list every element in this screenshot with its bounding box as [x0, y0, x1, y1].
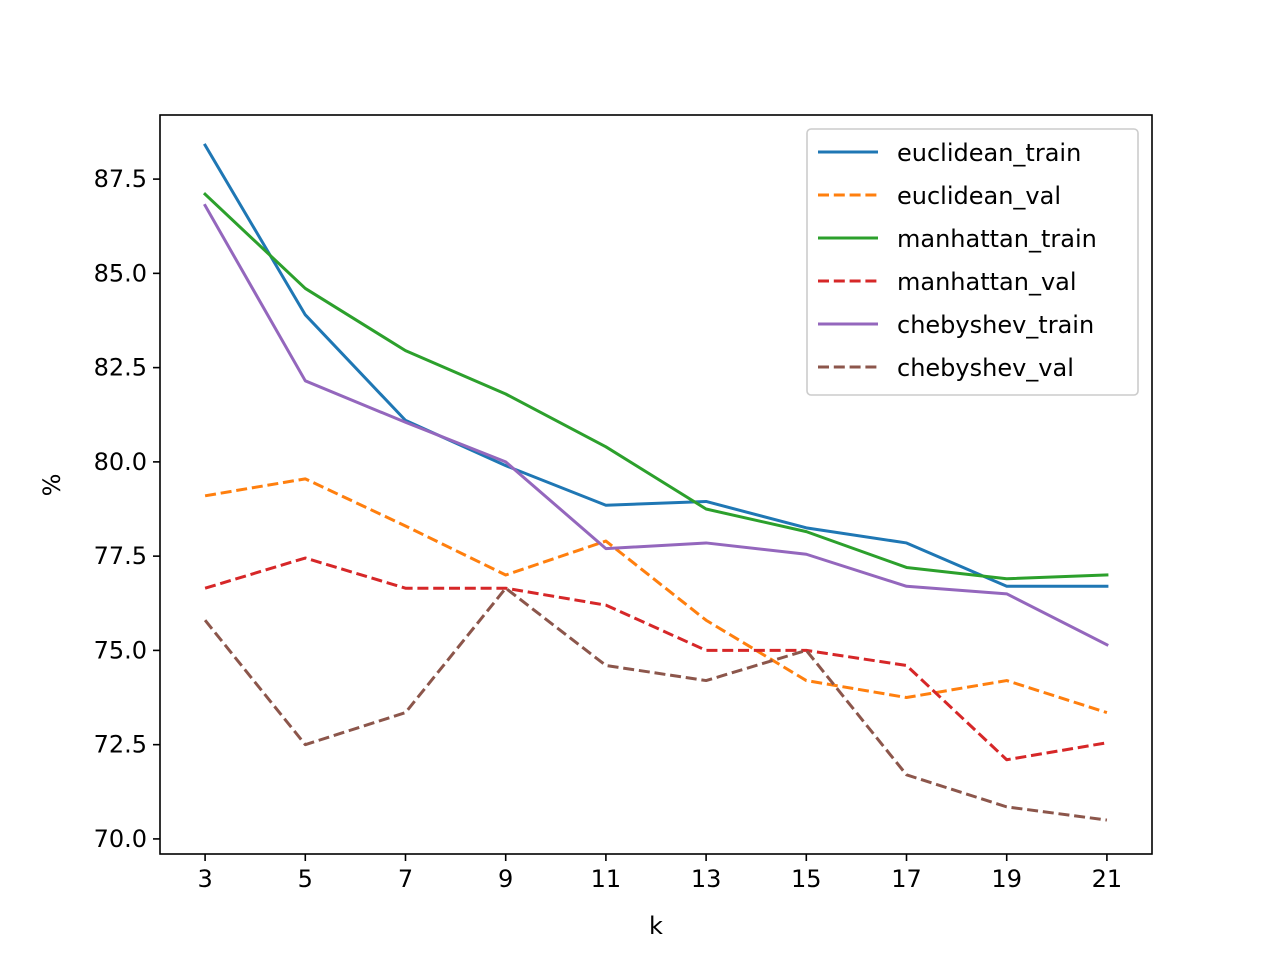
y-tick-label: 87.5: [94, 165, 147, 193]
x-tick-label: 21: [1092, 865, 1123, 893]
y-tick-label: 82.5: [94, 354, 147, 382]
y-tick-label: 75.0: [94, 636, 147, 664]
y-tick-label: 72.5: [94, 731, 147, 759]
y-axis-label: %: [38, 474, 66, 497]
plot-frame: [159, 114, 1153, 855]
x-tick-label: 19: [991, 865, 1022, 893]
series-line-manhattan-train: [202, 192, 1109, 581]
legend-label: euclidean_val: [897, 182, 1061, 210]
y-tick-label: 85.0: [94, 259, 147, 287]
legend-label: chebyshev_val: [897, 354, 1074, 382]
legend-label: manhattan_val: [897, 268, 1077, 296]
series-line-euclidean-train: [203, 143, 1109, 588]
y-tick-label: 70.0: [94, 825, 147, 853]
y-tick-label: 77.5: [94, 542, 147, 570]
x-tick-label: 13: [691, 865, 722, 893]
y-axis: 70.0 72.5 75.0 77.5 80.0 82.5 85.0 87.5: [94, 165, 160, 853]
x-tick-label: 9: [498, 865, 513, 893]
series-layer: [202, 143, 1109, 822]
legend-frame: [806, 128, 1139, 396]
series-line-euclidean-val: [204, 477, 1108, 715]
series-line-manhattan-val: [204, 556, 1108, 762]
x-tick-label: 15: [791, 865, 822, 893]
x-tick-label: 11: [591, 865, 622, 893]
series-line-chebyshev-train: [203, 203, 1109, 647]
legend-label: chebyshev_train: [897, 311, 1094, 339]
legend-label: manhattan_train: [897, 225, 1097, 253]
legend: euclidean_train euclidean_val manhattan_tr…: [806, 128, 1139, 396]
x-axis: 3 5 7 9 11 13 15 17 19 21: [197, 854, 1122, 893]
series-line-chebyshev-val: [203, 586, 1108, 822]
x-tick-label: 3: [197, 865, 212, 893]
y-tick-label: 80.0: [94, 448, 147, 476]
legend-label: euclidean_train: [897, 139, 1081, 167]
x-tick-label: 5: [298, 865, 313, 893]
x-tick-label: 7: [398, 865, 413, 893]
x-tick-label: 17: [891, 865, 922, 893]
x-axis-label: k: [649, 912, 663, 940]
